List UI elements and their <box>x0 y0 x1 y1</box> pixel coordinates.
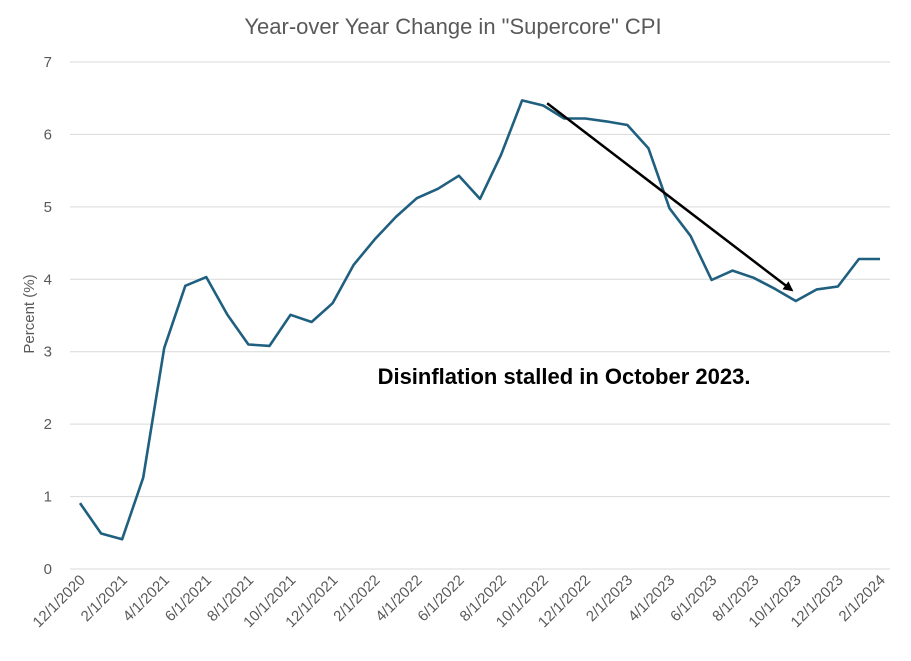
x-tick-label: 2/1/2024 <box>836 572 889 625</box>
y-axis-ticks: 0 1 2 3 4 5 6 7 <box>44 54 52 578</box>
annotation-layer: Disinflation stalled in October 2023. <box>378 102 794 389</box>
y-tick-label: 3 <box>44 344 52 361</box>
series-layer <box>78 99 880 541</box>
y-tick-label: 6 <box>44 126 52 143</box>
y-axis-label: Percent (%) <box>21 274 38 353</box>
annotation-arrow <box>546 102 794 292</box>
y-tick-label: 0 <box>44 561 52 578</box>
y-tick-label: 4 <box>44 271 52 288</box>
x-axis-ticks: 12/1/20202/1/20214/1/20216/1/20218/1/202… <box>30 572 889 631</box>
y-tick-label: 7 <box>44 54 52 71</box>
gridlines <box>70 61 890 570</box>
series-line-0 <box>78 99 880 541</box>
chart-title: Year-over Year Change in "Supercore" CPI <box>244 14 661 39</box>
annotation-text: Disinflation stalled in October 2023. <box>378 364 751 389</box>
y-tick-label: 1 <box>44 489 52 506</box>
x-tick-label: 12/1/2020 <box>30 572 89 631</box>
y-tick-label: 5 <box>44 199 52 216</box>
y-tick-label: 2 <box>44 416 52 433</box>
